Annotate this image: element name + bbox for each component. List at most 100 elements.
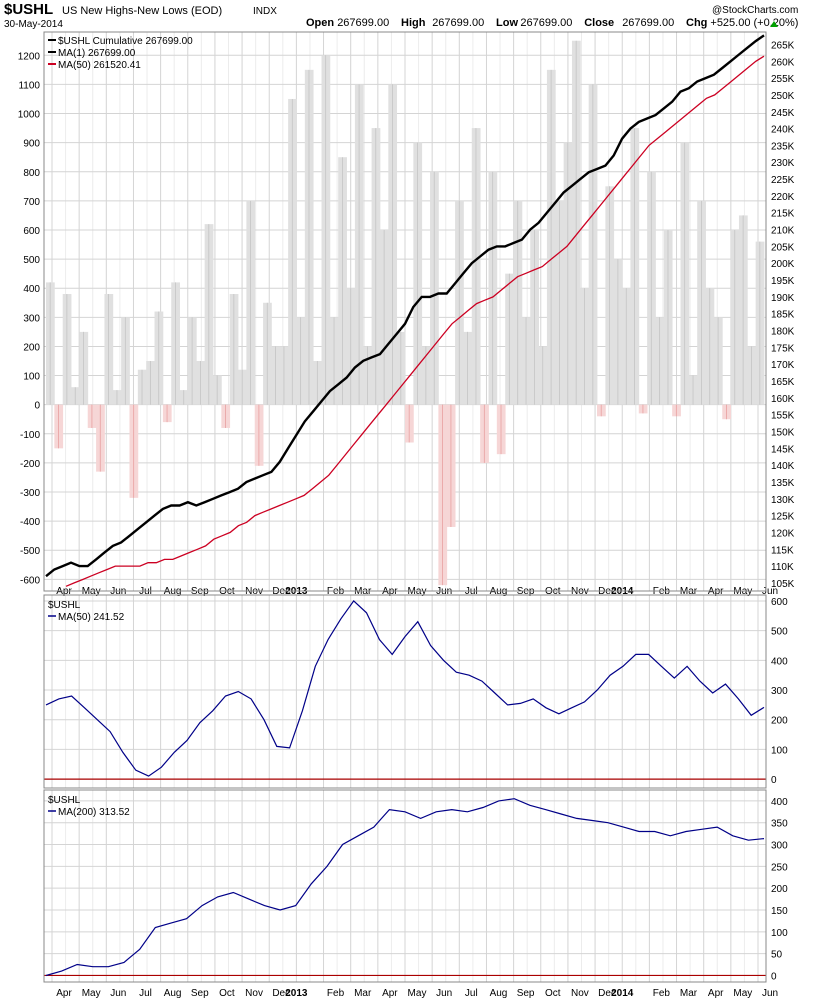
- ohlc-value: +525.00 (+0.20%): [710, 17, 798, 29]
- x-tick-label: Dec: [272, 988, 290, 999]
- ohlc-label: Low: [496, 17, 518, 29]
- left-tick-label: 800: [23, 168, 40, 179]
- x-tick-label: Jun: [762, 988, 778, 999]
- right-tick-label: 175K: [771, 343, 795, 354]
- x-tick-label: Mar: [680, 988, 698, 999]
- ma200-line-bottom: [45, 798, 765, 977]
- left-tick-label: 1200: [18, 51, 41, 62]
- daily-highs-lows-area: [46, 40, 765, 586]
- middle-panel-grid: [44, 595, 766, 788]
- ohlc-label: High: [401, 17, 426, 29]
- right-tick-label: 300: [771, 841, 788, 852]
- ohlc-value: 267699.00: [337, 17, 389, 29]
- left-tick-label: 0: [34, 401, 40, 412]
- right-tick-label: 260K: [771, 57, 795, 68]
- left-tick-label: 200: [23, 342, 40, 353]
- right-tick-label: 0: [771, 971, 777, 982]
- left-tick-label: -500: [20, 546, 40, 557]
- x-tick-label: 2014: [611, 988, 634, 999]
- x-tick-label: Aug: [164, 988, 182, 999]
- x-tick-label: Nov: [571, 988, 589, 999]
- x-tick-label: Apr: [382, 988, 398, 999]
- right-tick-label: 130K: [771, 495, 795, 506]
- x-tick-label: Jul: [465, 988, 478, 999]
- right-tick-label: 245K: [771, 108, 795, 119]
- x-tick-label: Oct: [219, 988, 235, 999]
- right-tick-label: 350: [771, 819, 788, 830]
- right-tick-label: 155K: [771, 411, 795, 422]
- x-tick-label: Sep: [191, 988, 209, 999]
- right-tick-label: 240K: [771, 125, 795, 136]
- x-tick-label: May: [408, 988, 427, 999]
- cumulative-line: [45, 34, 765, 578]
- right-tick-label: 100: [771, 745, 788, 756]
- x-tick-label: Mar: [354, 988, 372, 999]
- left-tick-label: 1000: [18, 110, 41, 121]
- right-tick-label: 500: [771, 627, 788, 638]
- ohlc-label: Close: [584, 17, 614, 29]
- right-tick-label: 235K: [771, 141, 795, 152]
- right-tick-label: 190K: [771, 293, 795, 304]
- right-tick-label: 195K: [771, 276, 795, 287]
- legend-entry: MA(50) 241.52: [58, 612, 125, 623]
- right-tick-label: 400: [771, 656, 788, 667]
- left-tick-label: 500: [23, 255, 40, 266]
- left-tick-label: -300: [20, 488, 40, 499]
- legend-entry: $USHL: [48, 600, 81, 611]
- right-tick-label: 210K: [771, 226, 795, 237]
- right-tick-label: 50: [771, 950, 783, 961]
- left-tick-label: -100: [20, 430, 40, 441]
- chart-name: US New Highs-New Lows (EOD): [62, 5, 222, 17]
- chart-exchange: INDX: [253, 6, 277, 17]
- right-tick-label: 250: [771, 862, 788, 873]
- right-tick-label: 150: [771, 906, 788, 917]
- right-tick-label: 140K: [771, 461, 795, 472]
- chart-symbol: $USHL: [4, 1, 53, 18]
- right-tick-label: 205K: [771, 242, 795, 253]
- axis-labels: -600-500-400-300-200-1000100200300400500…: [18, 40, 795, 999]
- bottom-panel-grid: [44, 790, 766, 982]
- ohlc-label: Chg: [686, 17, 707, 29]
- legend-entry: $USHL: [48, 795, 81, 806]
- left-tick-label: 700: [23, 197, 40, 208]
- right-tick-label: 120K: [771, 528, 795, 539]
- legend-entry: $USHL Cumulative 267699.00: [58, 36, 193, 47]
- left-tick-label: -200: [20, 459, 40, 470]
- right-tick-label: 160K: [771, 394, 795, 405]
- x-tick-label: Jul: [139, 988, 152, 999]
- ma50-line-main: [65, 55, 765, 587]
- right-tick-label: 220K: [771, 192, 795, 203]
- x-tick-label: Sep: [517, 988, 535, 999]
- ohlc-readout: Open 267699.00 High 267699.00 Low 267699.00 Cl…: [306, 17, 798, 29]
- bottom-panel-frame: [43, 789, 767, 983]
- middle-panel-frame: [43, 594, 767, 789]
- right-tick-label: 600: [771, 597, 788, 608]
- watermark: @StockCharts.com: [712, 5, 798, 16]
- right-tick-label: 115K: [771, 545, 794, 556]
- x-tick-label: Aug: [490, 988, 508, 999]
- right-tick-label: 200K: [771, 259, 795, 270]
- left-tick-label: -400: [20, 517, 40, 528]
- x-tick-label: May: [82, 988, 101, 999]
- right-tick-label: 200: [771, 884, 788, 895]
- x-tick-label: Apr: [708, 988, 724, 999]
- ohlc-label: Open: [306, 17, 334, 29]
- left-tick-label: -600: [20, 575, 40, 586]
- right-tick-label: 125K: [771, 512, 795, 523]
- right-tick-label: 230K: [771, 158, 795, 169]
- right-tick-label: 110K: [771, 562, 794, 573]
- left-tick-label: 600: [23, 226, 40, 237]
- right-tick-label: 170K: [771, 360, 795, 371]
- main-panel-grid: [44, 32, 766, 591]
- x-tick-label: May: [733, 988, 752, 999]
- x-tick-label: Feb: [653, 988, 671, 999]
- right-tick-label: 180K: [771, 327, 795, 338]
- x-tick-label: Feb: [327, 988, 345, 999]
- right-tick-label: 300: [771, 686, 788, 697]
- right-tick-label: 250K: [771, 91, 795, 102]
- x-tick-label: Oct: [545, 988, 561, 999]
- left-tick-label: 1100: [18, 80, 40, 91]
- ohlc-value: 267699.00: [622, 17, 674, 29]
